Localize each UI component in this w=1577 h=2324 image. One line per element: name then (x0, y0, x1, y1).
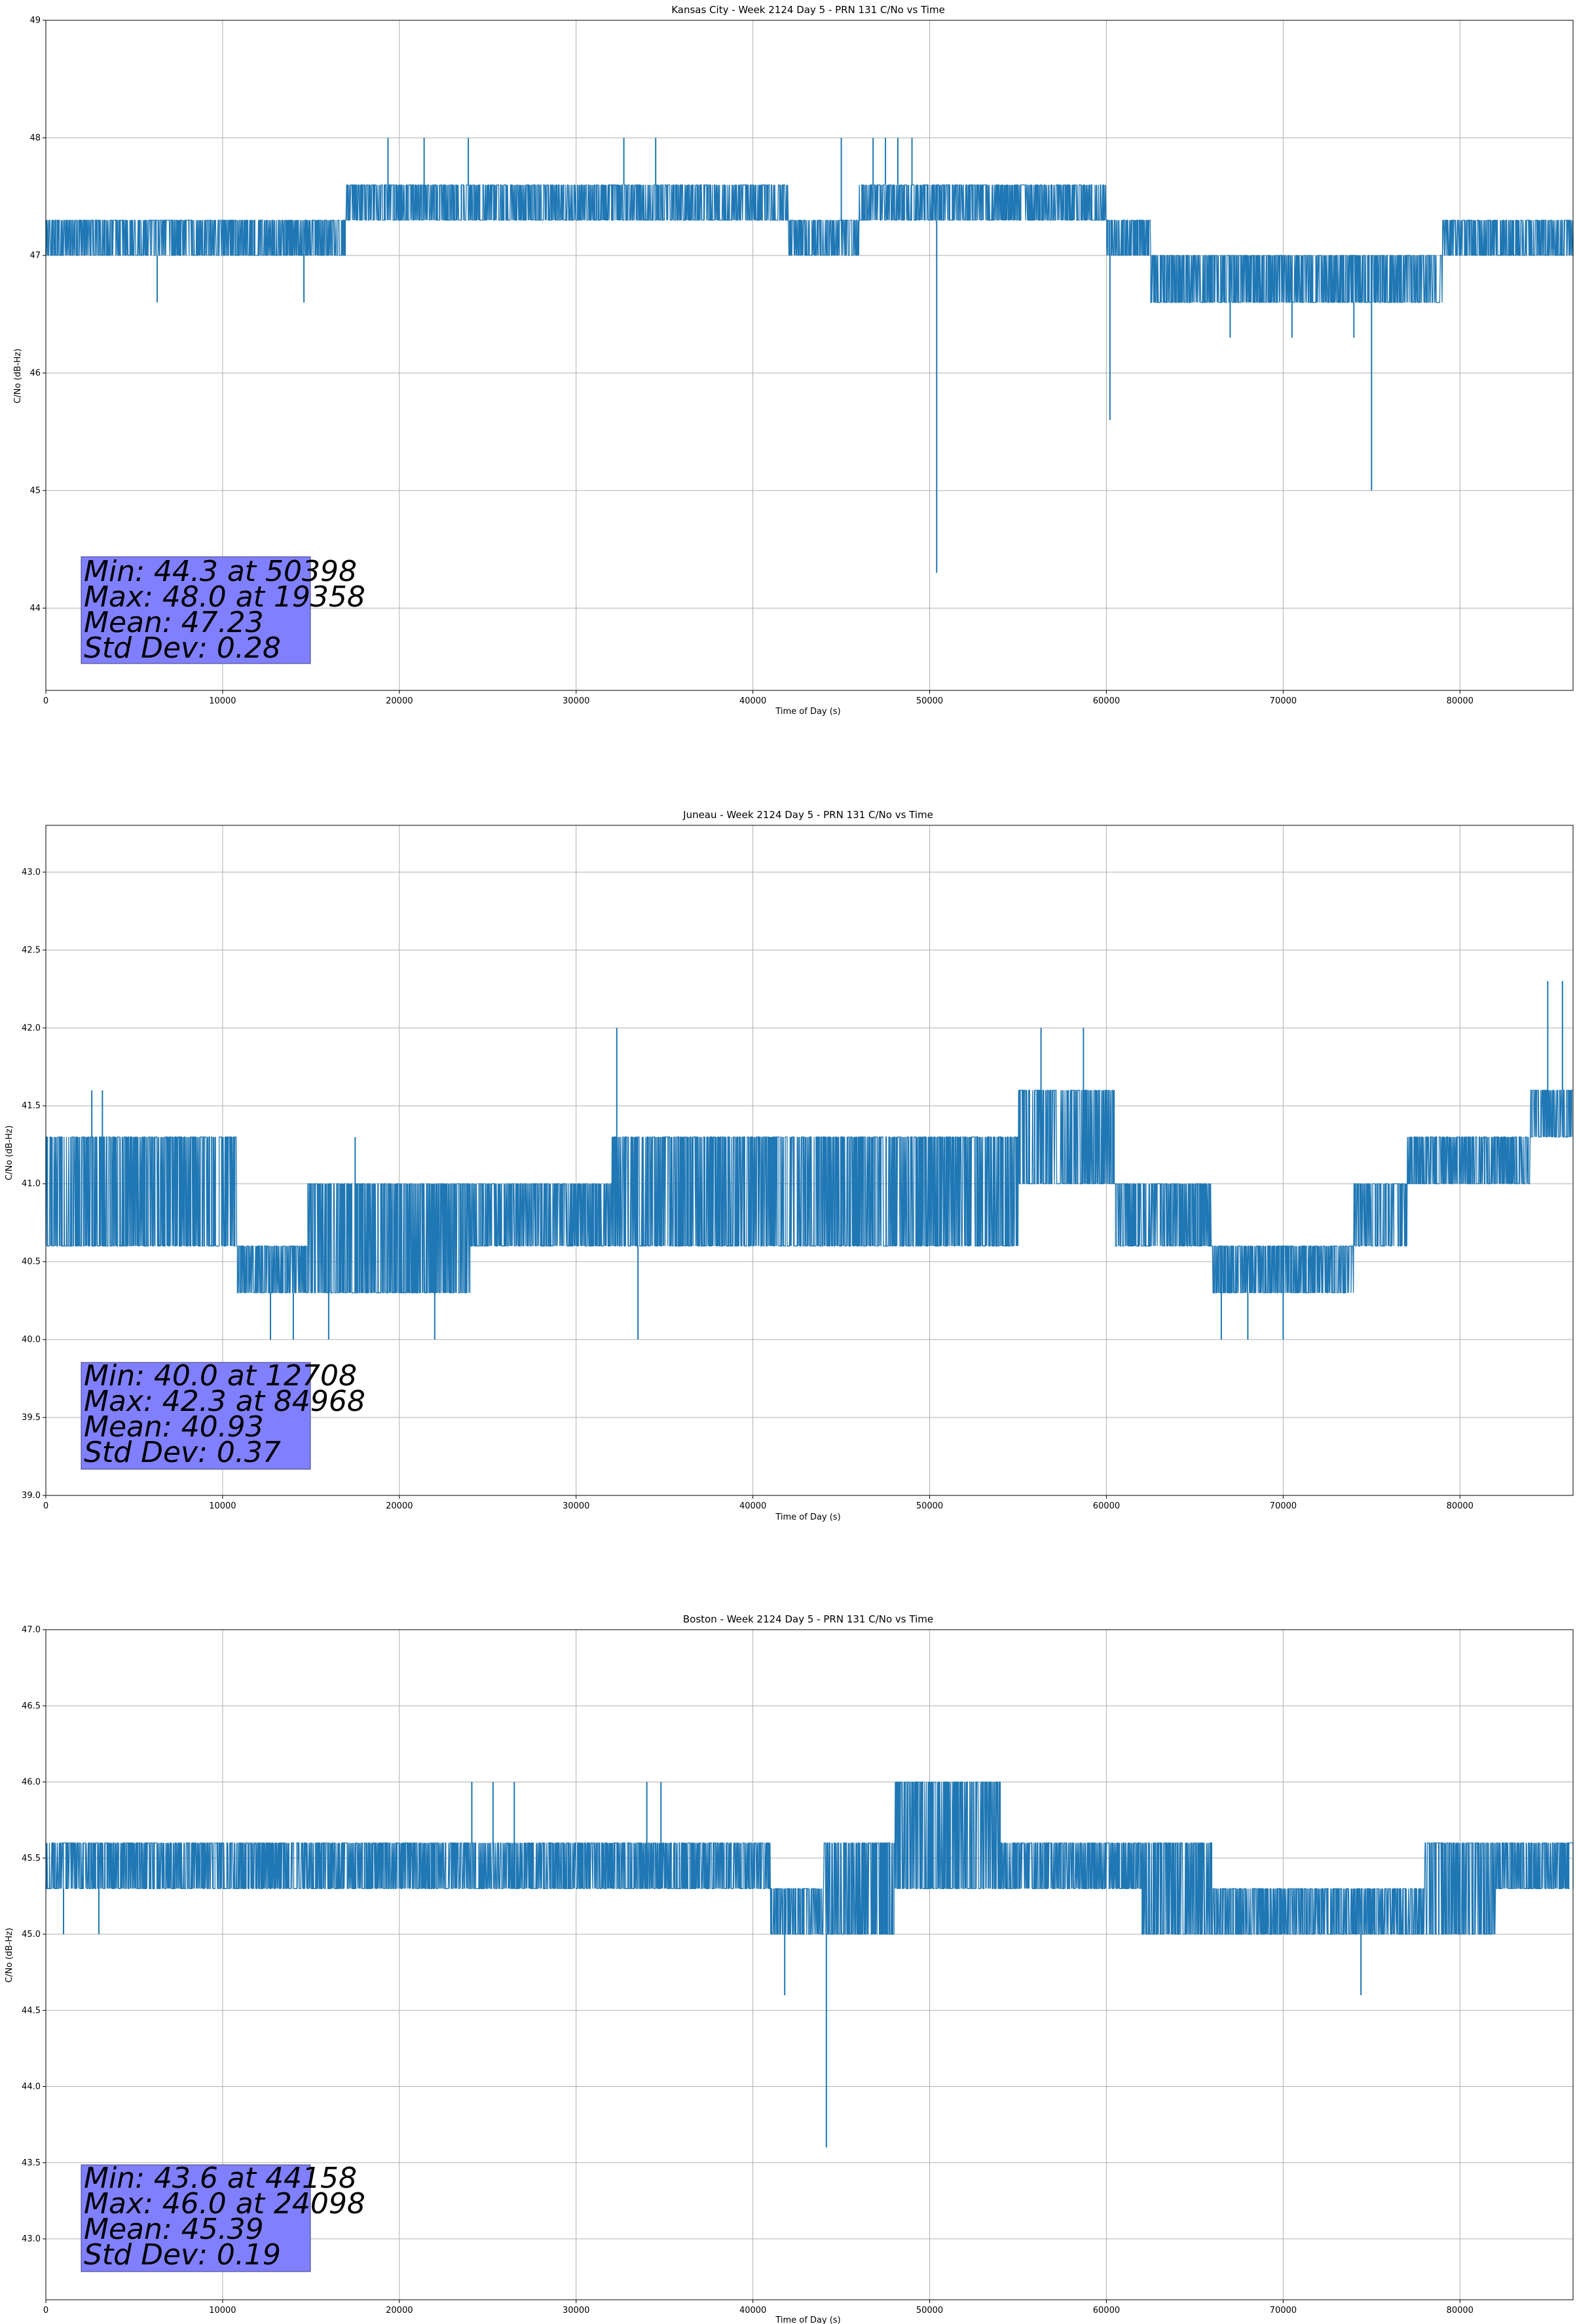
stats-std-dev: Std Dev: 0.28 (84, 631, 281, 665)
data-line (45, 1781, 1574, 1935)
x-axis-label: Time of Day (s) (775, 1512, 840, 1522)
x-tick-label: 0 (43, 1501, 48, 1511)
stats-max: Max: 42.3 at 84968 (84, 1385, 365, 1418)
y-tick-label: 44.0 (22, 2082, 41, 2092)
y-tick-label: 42.5 (22, 945, 41, 955)
x-tick-label: 20000 (386, 1501, 413, 1511)
stats-max: Max: 46.0 at 24098 (84, 2187, 365, 2221)
y-tick-label: 41.0 (22, 1179, 41, 1189)
x-tick-label: 70000 (1270, 1501, 1297, 1511)
x-tick-label: 40000 (739, 1501, 766, 1511)
stats-mean: Mean: 40.93 (84, 1410, 264, 1444)
x-tick-label: 70000 (1270, 2306, 1297, 2315)
y-tick-label: 48 (29, 133, 41, 143)
stats-min: Min: 43.6 at 44158 (84, 2162, 357, 2195)
x-tick-label: 50000 (916, 1501, 943, 1511)
x-tick-label: 10000 (209, 2306, 236, 2315)
x-tick-label: 40000 (739, 696, 766, 706)
x-tick-label: 10000 (209, 1501, 236, 1511)
stats-std-dev: Std Dev: 0.37 (84, 1436, 281, 1469)
y-tick-label: 44.5 (22, 2006, 41, 2015)
y-tick-label: 44 (29, 603, 41, 613)
stats-mean: Mean: 47.23 (84, 606, 264, 639)
x-tick-label: 80000 (1447, 1501, 1474, 1511)
y-tick-label: 39.0 (22, 1491, 41, 1501)
data-excursions (91, 981, 1563, 1340)
y-tick-label: 42.0 (22, 1023, 41, 1033)
y-tick-label: 45.0 (22, 1930, 41, 1940)
stats-min: Min: 40.0 at 12708 (84, 1359, 357, 1393)
x-tick-label: 30000 (563, 2306, 589, 2315)
y-tick-label: 47 (29, 251, 41, 261)
stats-box: Min: 40.0 at 12708 Max: 42.3 at 84968 Me… (81, 1359, 365, 1470)
y-tick-label: 46.5 (22, 1701, 41, 1711)
y-tick-label: 46.0 (22, 1778, 41, 1788)
plot-frame (45, 1629, 1574, 2300)
x-tick-label: 70000 (1270, 696, 1297, 706)
y-tick-label: 49 (29, 16, 41, 26)
x-tick-label: 20000 (386, 2306, 413, 2315)
y-tick-label: 43.0 (22, 867, 41, 877)
x-tick-label: 60000 (1093, 696, 1120, 706)
y-tick-label: 40.5 (22, 1257, 41, 1267)
x-tick-label: 0 (43, 696, 48, 706)
x-tick-label: 30000 (563, 1501, 589, 1511)
x-tick-label: 40000 (739, 2306, 766, 2315)
chart-panel-kansas-city: Kansas City - Week 2124 Day 5 - PRN 131 … (13, 4, 1574, 717)
chart-panel-boston: Boston - Week 2124 Day 5 - PRN 131 C/No … (5, 1613, 1574, 2324)
y-tick-label: 46 (29, 368, 41, 378)
plot-frame (45, 20, 1574, 691)
y-tick-label: 41.5 (22, 1101, 41, 1111)
chart-panel-juneau: Juneau - Week 2124 Day 5 - PRN 131 C/No … (5, 809, 1574, 1522)
stats-std-dev: Std Dev: 0.19 (84, 2238, 281, 2272)
stats-box: Min: 43.6 at 44158 Max: 46.0 at 24098 Me… (81, 2162, 365, 2272)
x-tick-label: 60000 (1093, 2306, 1120, 2315)
x-tick-label: 20000 (386, 696, 413, 706)
y-axis-label: C/No (dB-Hz) (5, 1928, 14, 1983)
y-tick-label: 43.5 (22, 2158, 41, 2168)
y-axis-label: C/No (dB-Hz) (13, 348, 23, 403)
y-tick-label: 43.0 (22, 2234, 41, 2244)
y-tick-label: 47.0 (22, 1625, 41, 1635)
x-tick-label: 60000 (1093, 1501, 1120, 1511)
x-tick-label: 50000 (916, 2306, 943, 2315)
y-tick-label: 39.5 (22, 1413, 41, 1423)
data-line (45, 1089, 1573, 1294)
chart-title: Kansas City - Week 2124 Day 5 - PRN 131 … (671, 4, 945, 16)
data-excursions (157, 138, 1373, 573)
data-excursions (62, 1782, 1362, 2148)
x-axis-label: Time of Day (s) (775, 707, 840, 717)
y-tick-label: 45.5 (22, 1854, 41, 1864)
x-tick-label: 30000 (563, 696, 589, 706)
chart-title: Juneau - Week 2124 Day 5 - PRN 131 C/No … (682, 809, 933, 821)
stats-max: Max: 48.0 at 19358 (84, 580, 365, 614)
x-tick-label: 80000 (1447, 696, 1474, 706)
x-tick-label: 80000 (1447, 2306, 1474, 2315)
plot-frame (45, 825, 1574, 1496)
x-tick-label: 0 (43, 2306, 48, 2315)
stats-box: Min: 44.3 at 50398 Max: 48.0 at 19358 Me… (81, 555, 365, 665)
y-axis-label: C/No (dB-Hz) (5, 1125, 14, 1180)
y-tick-label: 40.0 (22, 1335, 41, 1345)
stats-min: Min: 44.3 at 50398 (84, 555, 357, 588)
x-tick-label: 50000 (916, 696, 943, 706)
stats-mean: Mean: 45.39 (84, 2213, 264, 2246)
x-axis-label: Time of Day (s) (775, 2315, 840, 2324)
y-tick-label: 45 (29, 486, 41, 496)
chart-title: Boston - Week 2124 Day 5 - PRN 131 C/No … (683, 1613, 933, 1625)
x-tick-label: 10000 (209, 696, 236, 706)
data-line (45, 184, 1574, 303)
